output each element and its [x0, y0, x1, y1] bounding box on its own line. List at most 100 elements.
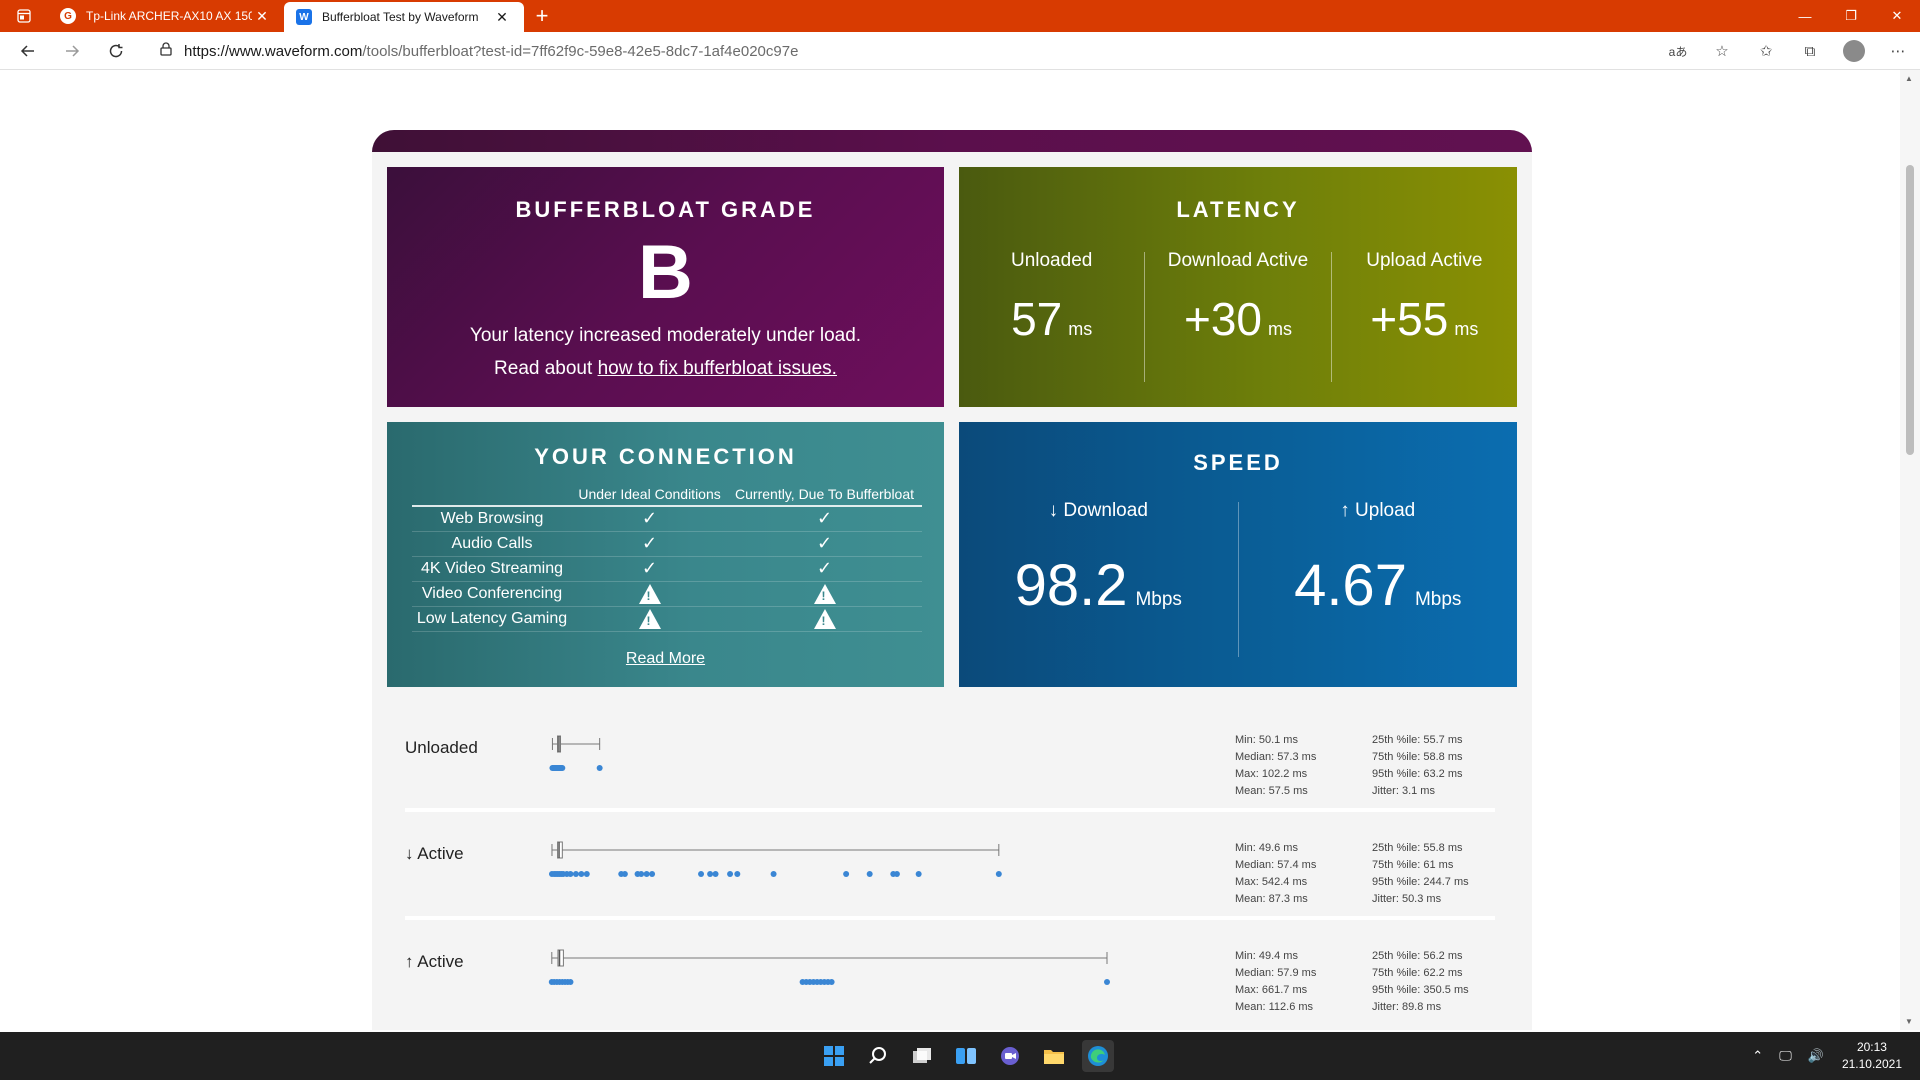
url-path: /tools/bufferbloat?test-id=7ff62f9c-59e8…: [362, 42, 799, 60]
more-menu-icon[interactable]: ⋯: [1890, 43, 1906, 60]
latency-number: 57: [1011, 293, 1063, 345]
grade-letter: B: [638, 230, 693, 315]
latency-point: [583, 871, 590, 877]
stats-left: Min: 49.4 ms Median: 57.9 ms Max: 661.7 …: [1235, 948, 1316, 1016]
stat-jitter: Jitter: 89.8 ms: [1372, 1001, 1442, 1013]
stats-row-upload-active: ↑ Active Min: 49.4 ms Median: 57.9 ms Ma…: [405, 928, 1495, 1028]
stats-row-download-active: ↓ Active Min: 49.6 ms Median: 57.4 ms Ma…: [405, 820, 1495, 920]
latency-boxplot: [548, 841, 1002, 877]
page-content: BUFFERBLOAT GRADE B Your latency increas…: [0, 70, 1900, 1030]
latency-point: [707, 871, 714, 877]
close-window-icon[interactable]: ✕: [1891, 8, 1903, 23]
teams-chat-icon[interactable]: [994, 1040, 1026, 1072]
connection-ideal-status: ✓: [572, 556, 728, 582]
stats-row-name: ↑ Active: [405, 952, 464, 971]
stat-p95: 95th %ile: 63.2 ms: [1372, 768, 1463, 780]
taskbar: ⌃ 🖵 🔊 20:13 21.10.2021: [0, 1032, 1920, 1080]
collections-icon[interactable]: ⧉: [1804, 42, 1816, 60]
connection-row-name: Audio Calls: [412, 531, 572, 557]
scroll-down-icon[interactable]: ▼: [1905, 1017, 1913, 1026]
latency-point: [567, 979, 574, 985]
volume-icon[interactable]: 🔊: [1807, 1048, 1824, 1063]
connection-row-name: Video Conferencing: [412, 581, 572, 607]
latency-value: 57 ms: [959, 292, 1144, 346]
scroll-up-icon[interactable]: ▲: [1905, 74, 1913, 83]
latency-card: LATENCY Unloaded 57 ms Download Active +3…: [959, 167, 1517, 407]
task-view-icon[interactable]: [906, 1040, 938, 1072]
iqr-box: [557, 949, 564, 967]
scroll-thumb[interactable]: [1906, 165, 1914, 455]
tab-actions-icon[interactable]: [0, 0, 48, 32]
tab-tplink[interactable]: G Tp-Link ARCHER-AX10 AX 1500 ✕: [48, 0, 284, 32]
connection-current-status: ✓: [727, 506, 922, 532]
page-scrollbar[interactable]: ▲ ▼: [1900, 70, 1920, 1030]
tab-title: Bufferbloat Test by Waveform: [322, 10, 479, 24]
refresh-button[interactable]: [94, 32, 138, 70]
search-icon[interactable]: [862, 1040, 894, 1072]
stat-min: Min: 49.6 ms: [1235, 842, 1298, 854]
latency-point: [995, 871, 1002, 877]
connection-row-name: Web Browsing: [412, 506, 572, 532]
stat-min: Min: 50.1 ms: [1235, 734, 1298, 746]
stat-p25: 25th %ile: 55.8 ms: [1372, 842, 1463, 854]
connection-row: Low Latency Gaming!!: [412, 606, 922, 632]
stat-mean: Mean: 112.6 ms: [1235, 1001, 1314, 1013]
tab-waveform[interactable]: W Bufferbloat Test by Waveform ✕: [284, 2, 524, 32]
close-tab-icon[interactable]: ✕: [256, 7, 268, 24]
new-tab-button[interactable]: +: [535, 3, 549, 28]
fix-bufferbloat-link[interactable]: how to fix bufferbloat issues.: [597, 358, 837, 379]
header-band: [372, 130, 1532, 152]
latency-point: [893, 871, 900, 877]
warning-icon: !: [638, 608, 661, 629]
warning-icon: !: [813, 583, 836, 604]
connection-ideal-status: ✓: [572, 531, 728, 557]
edge-icon[interactable]: [1082, 1040, 1114, 1072]
favorites-icon[interactable]: ✩: [1759, 43, 1773, 60]
connection-row: Web Browsing ✓ ✓: [412, 506, 922, 532]
check-icon: ✓: [816, 533, 833, 553]
upload-label: ↑ Upload: [1340, 500, 1416, 521]
stat-max: Max: 661.7 ms: [1235, 984, 1308, 996]
stat-p95: 95th %ile: 244.7 ms: [1372, 876, 1469, 888]
latency-point: [698, 871, 705, 877]
check-icon: ✓: [816, 558, 833, 578]
download-speed: 98.2 Mbps: [959, 552, 1238, 619]
latency-title: LATENCY: [1176, 197, 1300, 222]
back-button[interactable]: [6, 32, 50, 70]
lock-icon[interactable]: [160, 42, 172, 60]
clock[interactable]: 20:13 21.10.2021: [1842, 1039, 1902, 1073]
title-bar: G Tp-Link ARCHER-AX10 AX 1500 ✕ W Buffer…: [0, 0, 1920, 32]
url-field[interactable]: https://www.waveform.com/tools/bufferblo…: [146, 36, 1706, 66]
read-aloud-icon[interactable]: aあ: [1668, 44, 1688, 59]
latency-point: [828, 979, 835, 985]
minimize-icon[interactable]: —: [1798, 8, 1812, 24]
connection-current-status: ✓: [727, 556, 922, 582]
window-controls: — ❐ ✕: [1782, 0, 1920, 32]
widgets-icon[interactable]: [950, 1040, 982, 1072]
check-icon: ✓: [816, 508, 833, 529]
stat-p95: 95th %ile: 350.5 ms: [1372, 984, 1469, 996]
profile-avatar[interactable]: [1843, 40, 1865, 62]
stat-max: Max: 102.2 ms: [1235, 768, 1308, 780]
file-explorer-icon[interactable]: [1038, 1040, 1070, 1072]
restore-icon[interactable]: ❐: [1845, 8, 1857, 23]
latency-point: [638, 871, 645, 877]
chevron-up-icon[interactable]: ⌃: [1752, 1048, 1764, 1063]
stat-min: Min: 49.4 ms: [1235, 950, 1298, 962]
read-more-link[interactable]: Read More: [625, 650, 706, 667]
forward-button[interactable]: [50, 32, 94, 70]
download-label: ↓ Download: [1048, 500, 1148, 521]
stats-row-unloaded: Unloaded Min: 50.1 ms Median: 57.3 ms Ma…: [405, 712, 1495, 812]
address-bar: https://www.waveform.com/tools/bufferblo…: [0, 32, 1920, 70]
add-favorite-icon[interactable]: ☆: [1715, 43, 1729, 60]
network-icon[interactable]: 🖵: [1779, 1048, 1792, 1063]
waveform-icon: W: [296, 9, 312, 25]
your-connection-card: YOUR CONNECTION Under Ideal Conditions C…: [387, 422, 944, 687]
start-icon[interactable]: [818, 1040, 850, 1072]
stat-jitter: Jitter: 50.3 ms: [1372, 893, 1442, 905]
download-value: 98.2: [1014, 553, 1128, 618]
close-tab-icon[interactable]: ✕: [496, 8, 508, 25]
latency-point: [712, 871, 719, 877]
latency-point: [866, 871, 873, 877]
connection-row: Video Conferencing!!: [412, 581, 922, 607]
